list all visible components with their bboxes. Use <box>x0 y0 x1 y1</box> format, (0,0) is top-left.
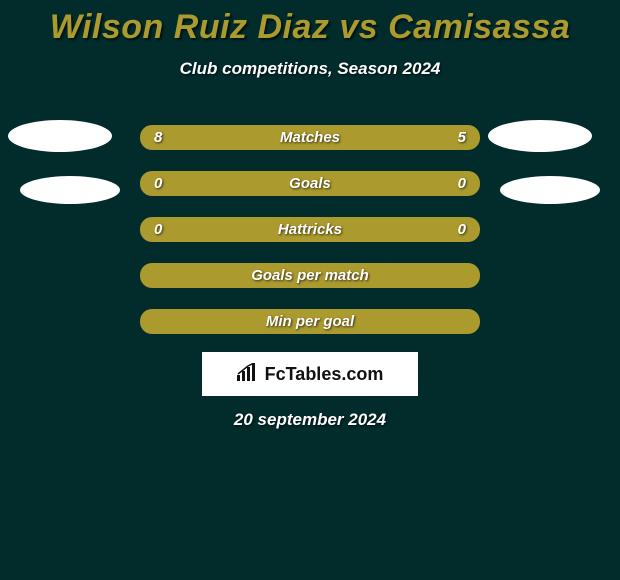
bar-chart-icon <box>237 363 259 386</box>
stat-right-value: 0 <box>448 175 466 192</box>
source-badge-text: FcTables.com <box>265 364 384 385</box>
stat-label: Min per goal <box>140 313 480 330</box>
avatar-right-0 <box>488 120 592 152</box>
stat-row-min-per-goal: Min per goal <box>140 309 480 334</box>
stat-row-hattricks: 0 Hattricks 0 <box>140 217 480 242</box>
avatar-right-1 <box>500 176 600 204</box>
stat-label: Matches <box>140 129 480 146</box>
stat-label: Goals per match <box>140 267 480 284</box>
stat-label: Hattricks <box>140 221 480 238</box>
stat-label: Goals <box>140 175 480 192</box>
page-title: Wilson Ruiz Diaz vs Camisassa <box>0 0 620 47</box>
stats-area: 8 Matches 5 0 Goals 0 0 Hattricks 0 Goal… <box>140 125 480 355</box>
comparison-infographic: Wilson Ruiz Diaz vs Camisassa Club compe… <box>0 0 620 580</box>
stat-row-goals: 0 Goals 0 <box>140 171 480 196</box>
subtitle: Club competitions, Season 2024 <box>0 59 620 79</box>
stat-right-value: 0 <box>448 221 466 238</box>
source-badge: FcTables.com <box>202 352 418 396</box>
stat-left-value: 0 <box>154 221 172 238</box>
stat-right-value: 5 <box>448 129 466 146</box>
stat-left-value: 0 <box>154 175 172 192</box>
avatar-left-1 <box>20 176 120 204</box>
avatar-left-0 <box>8 120 112 152</box>
stat-row-matches: 8 Matches 5 <box>140 125 480 150</box>
stat-row-goals-per-match: Goals per match <box>140 263 480 288</box>
footer-date: 20 september 2024 <box>234 410 386 430</box>
stat-left-value: 8 <box>154 129 172 146</box>
